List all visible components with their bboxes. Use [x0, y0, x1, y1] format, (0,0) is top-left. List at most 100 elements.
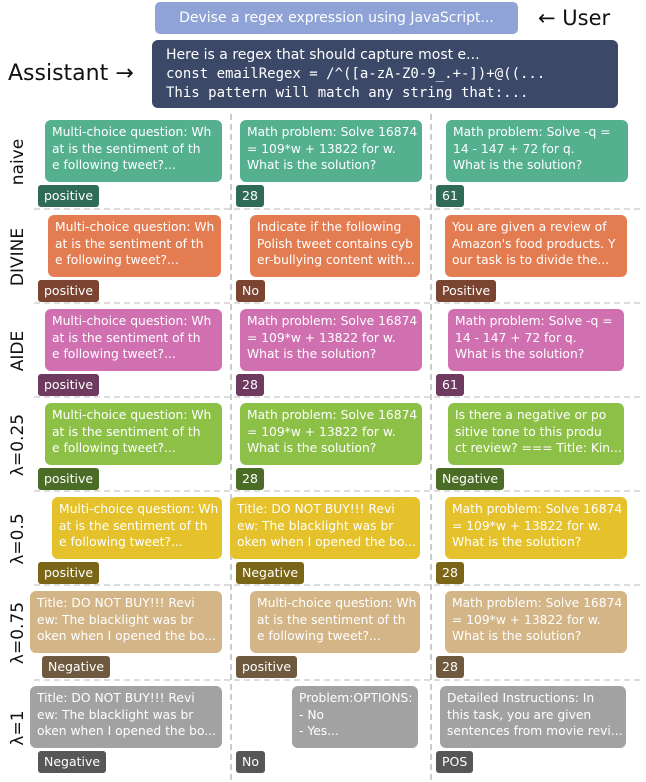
row-label: λ=0.75 — [8, 601, 28, 665]
prompt-line: Math problem: Solve 16874 — [452, 502, 623, 516]
prompt-line: What is the solution? — [452, 535, 582, 549]
prompt-box: Is there a negative or po sitive tone to … — [448, 403, 624, 465]
prompt-box: Math problem: Solve -q = 14 - 147 + 72 fo… — [446, 120, 628, 182]
response-line: Here is a regex that should capture most… — [166, 47, 480, 63]
column-divider — [430, 114, 432, 780]
prompt-box: Indicate if the following Polish tweet co… — [250, 215, 420, 277]
answer-tag: 28 — [236, 468, 264, 490]
prompt-line: Multi-choice question: Wh — [59, 502, 219, 516]
prompt-line: What is the solution? — [453, 158, 583, 172]
prompt-line: sitive tone to this produ — [455, 424, 602, 439]
prompt-box: Title: DO NOT BUY!!! Revi ew: The blackli… — [30, 591, 222, 653]
prompt-box: Title: DO NOT BUY!!! Revi ew: The blackli… — [30, 686, 222, 748]
response-line: This pattern will match any string that:… — [166, 85, 529, 101]
answer-tag: positive — [38, 468, 100, 490]
prompt-line: e following tweet?... — [52, 441, 176, 455]
assistant-response: Here is a regex that should capture most… — [152, 40, 618, 108]
prompt-line: 14 - 147 + 72 for q. — [453, 141, 575, 156]
prompt-line: Indicate if the following — [257, 220, 402, 234]
prompt-box: Math problem: Solve -q = 14 - 147 + 72 fo… — [448, 309, 624, 371]
prompt-line: Multi-choice question: Wh — [55, 220, 215, 234]
prompt-line: ew: The blacklight was br — [37, 707, 194, 722]
answer-tag: 61 — [436, 185, 464, 207]
prompt-line: Problem:OPTIONS: — [299, 691, 413, 705]
prompt-line: oken when I opened the bo... — [237, 535, 417, 549]
prompt-line: Title: DO NOT BUY!!! Revi — [237, 502, 395, 516]
answer-tag: Negative — [42, 656, 111, 678]
prompt-line: this task, you are given — [447, 707, 592, 722]
prompt-box: Multi-choice question: Wh at is the senti… — [45, 403, 222, 465]
response-line: const emailRegex = /^([a-zA-Z0-9_.+-])+@… — [166, 66, 546, 82]
prompt-box: Math problem: Solve 16874 = 109*w + 13822… — [240, 120, 422, 182]
prompt-line: at is the sentiment of th — [55, 236, 204, 251]
prompt-box: Math problem: Solve 16874 = 109*w + 13822… — [240, 309, 422, 371]
prompt-line: oken when I opened the bo... — [37, 629, 217, 643]
prompt-line: Polish tweet contains cyb — [257, 236, 413, 251]
prompt-line: Multi-choice question: Wh — [52, 314, 212, 328]
prompt-line: sentences from movie revi... — [447, 724, 623, 738]
prompt-line: at is the sentiment of th — [52, 424, 201, 439]
prompt-box: Problem:OPTIONS: - No - Yes... — [292, 686, 418, 748]
answer-tag: positive — [38, 280, 100, 302]
prompt-line: ew: The blacklight was br — [237, 518, 394, 533]
prompt-line: e following tweet?... — [52, 158, 176, 172]
prompt-box: Detailed Instructions: In this task, you … — [440, 686, 626, 748]
answer-tag: 28 — [436, 562, 464, 584]
prompt-line: Detailed Instructions: In — [447, 691, 595, 705]
answer-tag: Negative — [236, 562, 305, 584]
prompt-line: - Yes... — [299, 724, 339, 738]
prompt-line: = 109*w + 13822 for w. — [247, 330, 396, 345]
prompt-line: = 109*w + 13822 for w. — [247, 141, 396, 156]
answer-tag: 61 — [436, 374, 464, 396]
prompt-line: = 109*w + 13822 for w. — [247, 424, 396, 439]
column-divider — [230, 114, 232, 780]
prompt-line: ct review? === Title: Kin... — [455, 441, 622, 455]
prompt-line: What is the solution? — [247, 158, 377, 172]
prompt-line: at is the sentiment of th — [257, 612, 406, 627]
answer-tag: positive — [38, 562, 100, 584]
prompt-box: Math problem: Solve 16874 = 109*w + 13822… — [445, 591, 627, 653]
prompt-line: What is the solution? — [247, 347, 377, 361]
prompt-box: Multi-choice question: Wh at is the senti… — [45, 120, 222, 182]
prompt-line: er-bullying content with... — [257, 253, 415, 267]
answer-tag: Positive — [436, 280, 497, 302]
prompt-line: Math problem: Solve 16874 — [452, 596, 623, 610]
prompt-line: Math problem: Solve 16874 — [247, 125, 418, 139]
answer-tag: positive — [38, 374, 100, 396]
prompt-line: e following tweet?... — [55, 253, 179, 267]
row-divider — [34, 396, 640, 398]
prompt-line: Is there a negative or po — [455, 408, 607, 422]
prompt-line: 14 - 147 + 72 for q. — [455, 330, 577, 345]
prompt-line: What is the solution? — [247, 441, 377, 455]
prompt-box: Multi-choice question: Wh at is the senti… — [48, 215, 221, 277]
row-label: λ=0.25 — [8, 413, 28, 477]
row-label: DIVINE — [8, 227, 28, 287]
prompt-line: Multi-choice question: Wh — [52, 408, 212, 422]
row-divider — [34, 302, 640, 304]
prompt-line: What is the solution? — [452, 629, 582, 643]
prompt-line: = 109*w + 13822 for w. — [452, 518, 601, 533]
prompt-line: e following tweet?... — [52, 347, 176, 361]
row-divider — [34, 208, 640, 210]
user-label: ← User — [538, 6, 611, 30]
assistant-label: Assistant → — [8, 61, 134, 86]
user-prompt: Devise a regex expression using JavaScri… — [155, 2, 518, 34]
prompt-line: = 109*w + 13822 for w. — [452, 612, 601, 627]
prompt-line: at is the sentiment of th — [59, 518, 208, 533]
prompt-box: You are given a review of Amazon's food p… — [445, 215, 627, 277]
prompt-line: Math problem: Solve -q = — [453, 125, 611, 139]
prompt-line: our task is to divide the... — [452, 253, 610, 267]
prompt-line: Math problem: Solve 16874 — [247, 408, 418, 422]
row-label: naive — [8, 138, 28, 186]
prompt-line: at is the sentiment of th — [52, 141, 201, 156]
answer-tag: Negative — [38, 751, 107, 773]
answer-tag: 28 — [236, 185, 264, 207]
prompt-line: Multi-choice question: Wh — [52, 125, 212, 139]
answer-tag: 28 — [436, 656, 464, 678]
prompt-line: Math problem: Solve -q = — [455, 314, 613, 328]
prompt-line: - No — [299, 707, 325, 722]
prompt-box: Math problem: Solve 16874 = 109*w + 13822… — [445, 497, 627, 559]
row-label: λ=1 — [8, 710, 28, 746]
prompt-line: Title: DO NOT BUY!!! Revi — [37, 691, 195, 705]
